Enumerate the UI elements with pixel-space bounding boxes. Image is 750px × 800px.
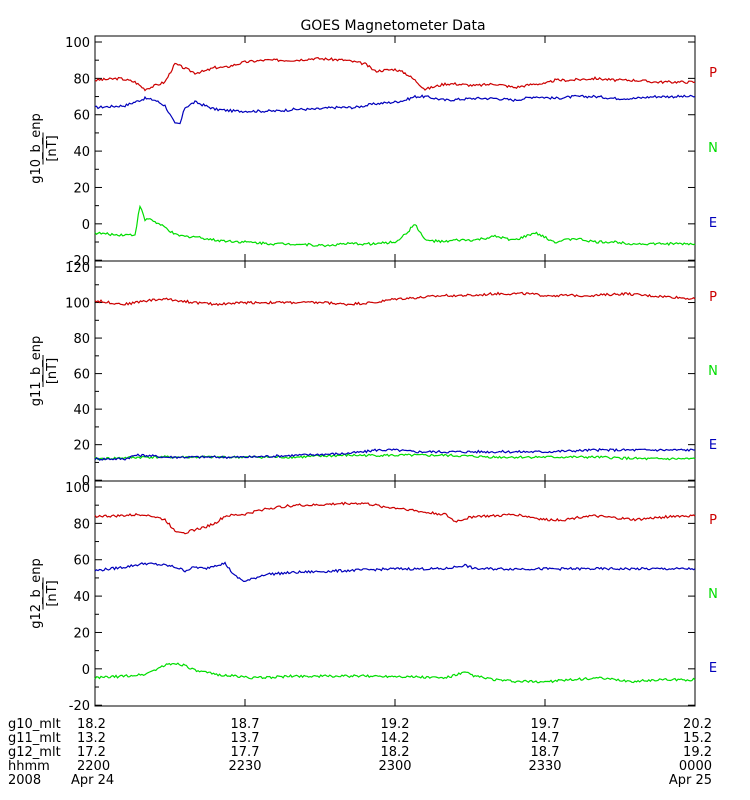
series-line-N xyxy=(94,662,696,684)
y-tick-label: 100 xyxy=(65,36,90,51)
y-tick-label: -20 xyxy=(69,254,90,269)
x-tick-label: 2230 xyxy=(228,759,261,774)
legend-label-N: N xyxy=(708,364,718,379)
y-tick-label: -20 xyxy=(69,699,90,714)
x-row-label: hhmm xyxy=(8,759,50,774)
series-line-E xyxy=(94,94,696,125)
y-tick-label: 40 xyxy=(73,145,90,160)
series-line-P xyxy=(94,501,696,535)
x-row-label: g11_mlt xyxy=(8,731,61,746)
y-axis-unit: [nT] xyxy=(45,135,60,161)
x-tick-label: 18.2 xyxy=(381,745,410,760)
series-line-N xyxy=(94,204,696,248)
x-date-end: Apr 25 xyxy=(669,773,712,788)
y-tick-label: 0 xyxy=(82,663,90,678)
y-axis-unit: [nT] xyxy=(45,580,60,606)
panel-frame xyxy=(94,260,696,482)
x-tick-label: 18.7 xyxy=(231,717,260,732)
x-tick-label: 17.2 xyxy=(77,745,106,760)
x-tick-label: 0000 xyxy=(679,759,712,774)
x-tick-label: 19.7 xyxy=(531,717,560,732)
x-tick-label: 14.2 xyxy=(381,731,410,746)
panel-1: -20 0 20 40 60 80 100 g10_b_enp [nT] P N E xyxy=(29,35,718,269)
y-tick-label: 100 xyxy=(65,297,90,312)
panel-3: -20 0 20 40 60 80 100 g12_b_enp [nT] P N E xyxy=(29,480,718,714)
x-tick-label: 2300 xyxy=(378,759,411,774)
x-tick-label: 19.2 xyxy=(381,717,410,732)
legend-label-E: E xyxy=(709,661,717,676)
y-tick-label: 40 xyxy=(73,590,90,605)
x-tick-label: 2200 xyxy=(77,759,110,774)
series-line-E xyxy=(94,447,695,461)
x-row-label: 2008 xyxy=(8,773,41,788)
x-tick-label: 13.7 xyxy=(231,731,260,746)
panel-2: 0 20 40 60 80 100 120 g11_b_enp [nT] P N E xyxy=(29,260,718,489)
y-tick-label: 100 xyxy=(65,481,90,496)
legend-label-E: E xyxy=(709,216,717,231)
y-tick-label: 80 xyxy=(73,517,90,532)
y-tick-label: 60 xyxy=(73,368,90,383)
x-tick-label: 14.7 xyxy=(531,731,560,746)
x-tick-label: 20.2 xyxy=(683,717,712,732)
y-tick-label: 60 xyxy=(73,109,90,124)
y-tick-label: 60 xyxy=(73,554,90,569)
y-tick-label: 80 xyxy=(73,332,90,347)
series-line-N xyxy=(94,453,696,461)
series-line-P xyxy=(94,291,696,307)
y-axis-label: g12_b_enp xyxy=(29,558,44,629)
legend-label-P: P xyxy=(709,66,717,81)
series-line-P xyxy=(94,56,696,92)
legend-label-N: N xyxy=(708,141,718,156)
y-tick-label: 80 xyxy=(73,72,90,87)
x-tick-label: 18.2 xyxy=(77,717,106,732)
y-tick-label: 20 xyxy=(73,626,90,641)
x-date-start: Apr 24 xyxy=(71,773,114,788)
chart-title: GOES Magnetometer Data xyxy=(300,18,485,34)
y-tick-label: 0 xyxy=(82,474,90,489)
y-axis-unit: [nT] xyxy=(45,358,60,384)
y-tick-label: 0 xyxy=(82,218,90,233)
y-tick-label: 20 xyxy=(73,181,90,196)
x-tick-label: 13.2 xyxy=(77,731,106,746)
series-line-E xyxy=(94,561,696,583)
y-tick-label: 40 xyxy=(73,403,90,418)
x-tick-label: 17.7 xyxy=(231,745,260,760)
y-axis-label: g10_b_enp xyxy=(29,113,44,184)
x-tick-label: 19.2 xyxy=(683,745,712,760)
panel-frame xyxy=(94,480,696,707)
y-axis-label: g11_b_enp xyxy=(29,336,44,407)
legend-label-N: N xyxy=(708,587,718,602)
x-tick-label: 2330 xyxy=(528,759,561,774)
y-tick-label: 20 xyxy=(73,439,90,454)
legend-label-P: P xyxy=(709,290,717,305)
x-row-label: g10_mlt xyxy=(8,717,61,732)
legend-label-P: P xyxy=(709,513,717,528)
legend-label-E: E xyxy=(709,438,717,453)
x-tick-label: 18.7 xyxy=(531,745,560,760)
y-tick-label: 120 xyxy=(65,261,90,276)
x-tick-label: 15.2 xyxy=(683,731,712,746)
x-row-label: g12_mlt xyxy=(8,745,61,760)
